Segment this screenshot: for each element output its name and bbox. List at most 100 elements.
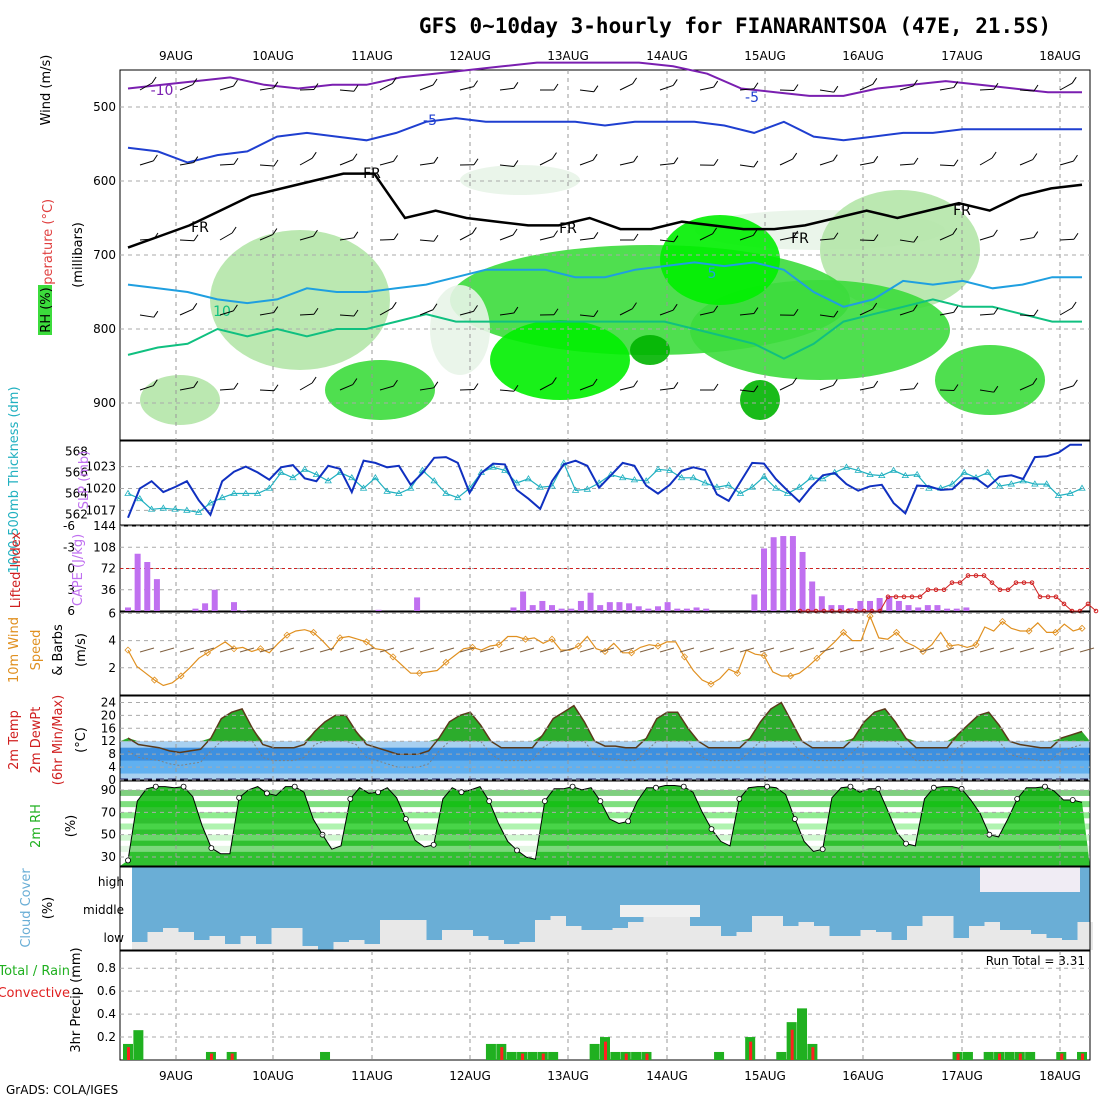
cloud-low-bar — [969, 926, 985, 950]
cape-bar — [510, 607, 517, 611]
wind-barb — [979, 389, 994, 393]
thickness-marker — [524, 475, 533, 482]
wind-barb-10m — [519, 647, 535, 653]
cape-tick: 108 — [93, 540, 116, 554]
cape-bar — [655, 606, 661, 611]
wind-barb — [379, 307, 393, 316]
rh-marker — [125, 857, 131, 864]
wind-speed-marker — [680, 653, 689, 661]
wind-barb — [259, 164, 275, 167]
wind-barb — [819, 384, 834, 391]
date-label: 17AUG — [941, 1069, 983, 1083]
thickness-marker — [583, 485, 592, 492]
rh-marker — [680, 783, 687, 790]
thickness-marker — [807, 473, 815, 481]
wind-tick: 6 — [108, 606, 116, 620]
cloud-low-bar — [209, 936, 225, 950]
cape-tick: 36 — [101, 583, 116, 597]
wind-barb-flag — [633, 155, 639, 163]
cloud-low-bar — [147, 932, 163, 950]
precip-bar — [485, 1043, 496, 1060]
wind-speed-marker — [150, 676, 159, 684]
wind-barb-10m — [439, 647, 455, 653]
wind-speed-marker — [336, 634, 344, 642]
wind-barb — [1019, 383, 1033, 391]
li-marker — [877, 608, 883, 614]
cloud-low-bar — [798, 922, 814, 950]
thickness-line — [127, 461, 1083, 514]
thickness-marker — [277, 468, 285, 475]
wind-speed-marker — [1078, 624, 1086, 632]
rh-shade — [660, 215, 780, 305]
wind-speed-marker — [786, 672, 795, 680]
thickness-marker — [1019, 477, 1027, 484]
wind-barb-10m — [819, 647, 835, 653]
wind-barb-10m — [319, 647, 335, 653]
rh-marker — [402, 816, 409, 822]
thickness-marker — [748, 483, 756, 490]
cape-bar — [134, 553, 141, 611]
thickness-marker — [666, 466, 674, 473]
li-marker — [853, 608, 859, 614]
wind-barb-flag — [272, 228, 278, 235]
li-marker — [1093, 608, 1099, 614]
rh-tick: 50 — [101, 828, 116, 842]
wind-barb-flag — [232, 304, 238, 312]
cloud-low-bar — [1062, 940, 1078, 950]
wind-barb-flag — [753, 82, 759, 90]
cloud-low-bar — [922, 916, 938, 950]
rh-band — [120, 834, 1090, 841]
rh-marker — [903, 840, 909, 847]
cape-bar — [558, 608, 565, 611]
wind-barb-flag — [833, 85, 839, 93]
contour-label: 10 — [213, 304, 231, 320]
rh-marker — [736, 795, 743, 802]
wind-barb — [379, 82, 393, 91]
wind-barb-flag — [353, 231, 359, 239]
wind-barb — [939, 87, 954, 91]
wind-barb — [739, 313, 754, 316]
wind-barb — [139, 238, 155, 241]
cloud-low-bar — [643, 916, 659, 950]
wind-speed-marker — [839, 628, 848, 636]
thickness-marker — [571, 486, 580, 493]
cape-bar — [568, 608, 575, 611]
wind-barb — [939, 311, 954, 316]
wind-barb-flag — [153, 232, 159, 240]
cape-bar — [125, 607, 131, 611]
rh-band — [120, 845, 1090, 852]
cloud-low-bar — [473, 936, 489, 950]
cloud-low-bar — [178, 932, 194, 950]
date-label: 15AUG — [744, 49, 786, 63]
date-label: 12AUG — [449, 1069, 491, 1083]
thickness-marker — [913, 470, 921, 477]
wind-barb-flag — [873, 234, 879, 241]
temp-axis-label-3: (6hr Min/Max) — [51, 695, 66, 785]
wind-barb-10m — [939, 647, 955, 653]
li-marker — [1085, 601, 1091, 607]
wind-barb-10m — [399, 647, 415, 653]
rh-shade — [690, 280, 950, 380]
rh-shade — [820, 190, 980, 310]
wind-barb-flag — [352, 153, 358, 161]
wind-barb-flag — [433, 156, 439, 164]
wind-speed-marker — [124, 646, 132, 654]
wind-barb — [659, 387, 674, 391]
wind-speed-marker — [362, 638, 371, 646]
date-label: 16AUG — [842, 1069, 884, 1083]
wind-barb-10m — [919, 647, 935, 653]
temp-tick: 20 — [101, 708, 116, 722]
wind-barb — [859, 386, 874, 391]
wind-barb-flag — [713, 80, 719, 88]
wind-barb — [299, 235, 314, 241]
li-tick: -6 — [63, 519, 75, 533]
convective-bar — [811, 1047, 815, 1060]
wind-barb — [899, 388, 914, 391]
li-marker — [1077, 608, 1083, 614]
cloud-low-bar — [163, 928, 179, 950]
wind-barb-flag — [433, 381, 439, 389]
wind-barb-flag — [151, 76, 157, 84]
cloud-low-bar — [581, 930, 597, 950]
temp-axis-label-1: 2m Temp — [7, 710, 22, 770]
wind-barb-10m — [339, 647, 355, 653]
